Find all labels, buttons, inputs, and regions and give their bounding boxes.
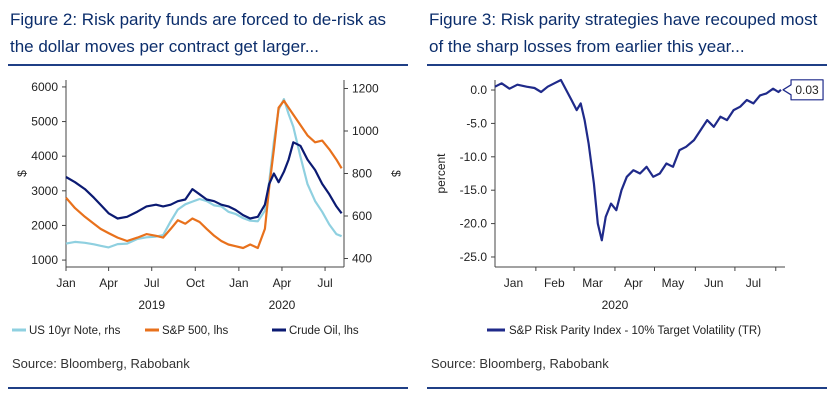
x-tick-label: Jul — [317, 276, 332, 290]
left-y-tick-label: 1000 — [31, 253, 58, 267]
x-year-label: 2020 — [602, 298, 629, 312]
figure-2-panel: Figure 2: Risk parity funds are forced t… — [8, 0, 408, 400]
left-y-axis-label: $ — [15, 170, 29, 177]
figure-2-source: Source: Bloomberg, Rabobank — [12, 356, 190, 371]
legend-label-sp500: S&P 500, lhs — [162, 325, 229, 337]
x-tick-label: Jul — [746, 276, 761, 290]
x-tick-label: Jul — [144, 276, 159, 290]
y-tick-label: -25.0 — [460, 250, 488, 264]
x-tick-label: Apr — [273, 276, 292, 290]
right-y-tick-label: 400 — [352, 252, 372, 266]
left-y-tick-label: 3000 — [31, 184, 58, 198]
annotation-callout — [782, 79, 824, 101]
y-axis-label: percent — [434, 153, 448, 194]
right-y-tick-label: 600 — [352, 209, 372, 223]
figure-2-title: Figure 2: Risk parity funds are forced t… — [10, 10, 387, 56]
legend-label-crude-oil: Crude Oil, lhs — [289, 325, 359, 337]
x-tick-label: Jan — [56, 276, 75, 290]
right-y-tick-label: 1000 — [352, 124, 379, 138]
y-tick-label: -15.0 — [460, 183, 488, 197]
right-y-tick-label: 800 — [352, 167, 372, 181]
right-y-tick-label: 1200 — [352, 82, 379, 96]
figure-2-chart: 1000 2000 3000 4000 5000 6000 400 600 800 1000 120… — [12, 80, 403, 337]
series-line-risk-parity-index — [494, 78, 782, 242]
figure-2-bottom-rule — [8, 387, 408, 389]
x-year-label: 2019 — [138, 298, 165, 312]
x-tick-label: Jun — [704, 276, 723, 290]
legend-label-us-10yr-note: US 10yr Note, rhs — [29, 325, 121, 337]
y-tick-label: -20.0 — [460, 217, 488, 231]
right-y-axis-label: $ — [389, 170, 403, 177]
x-tick-label: May — [662, 276, 685, 290]
left-y-tick-label: 4000 — [31, 149, 58, 163]
figure-2-top-rule — [8, 64, 408, 66]
series-line-us-10yr-note — [65, 97, 343, 249]
figure-3-source: Source: Bloomberg, Rabobank — [431, 356, 609, 371]
figure-3-top-rule — [427, 64, 827, 66]
x-tick-label: Oct — [186, 276, 205, 290]
x-tick-label: Jan — [504, 276, 523, 290]
figure-3-panel: Figure 3: Risk parity strategies have re… — [427, 0, 827, 400]
x-tick-label: Feb — [544, 276, 565, 290]
x-tick-label: Mar — [582, 276, 603, 290]
left-y-tick-label: 6000 — [31, 80, 58, 94]
x-tick-label: Jan — [229, 276, 248, 290]
y-tick-label: -5.0 — [466, 116, 487, 130]
y-tick-label: 0.0 — [470, 83, 487, 97]
left-y-tick-label: 2000 — [31, 218, 58, 232]
y-tick-label: -10.0 — [460, 150, 488, 164]
figure-3-bottom-rule — [427, 387, 827, 389]
figure-3-title: Figure 3: Risk parity strategies have re… — [429, 10, 818, 56]
series-line-crude-oil — [65, 141, 343, 220]
x-tick-label: Apr — [99, 276, 118, 290]
annotation-value: 0.03 — [795, 83, 819, 97]
x-year-label: 2020 — [269, 298, 296, 312]
left-y-tick-label: 5000 — [31, 115, 58, 129]
legend-label-risk-parity-index: S&P Risk Parity Index - 10% Target Volat… — [509, 325, 761, 337]
x-tick-label: Apr — [624, 276, 643, 290]
figure-3-chart: 0.0 -5.0 -10.0 -15.0 -20.0 -25.0 percent Jan Feb… — [434, 78, 824, 337]
series-line-sp500 — [65, 99, 343, 250]
